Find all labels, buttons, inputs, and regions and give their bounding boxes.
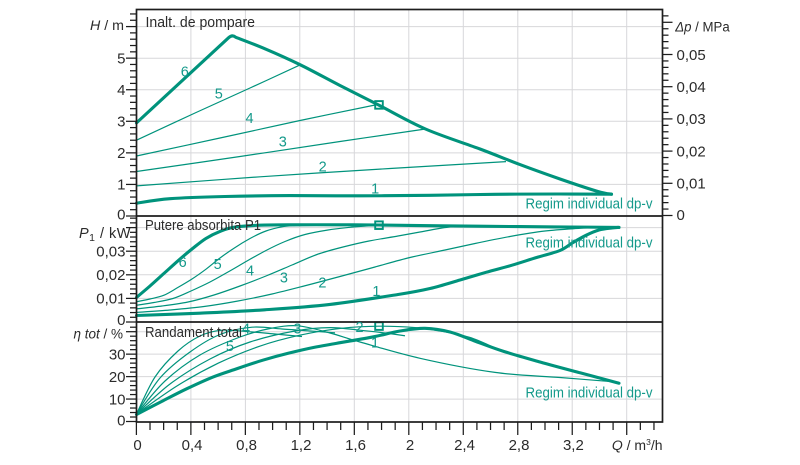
svg-text:2: 2 [355,320,363,336]
svg-text:0: 0 [117,413,125,430]
svg-text:1: 1 [117,177,125,194]
svg-text:0,03: 0,03 [96,244,125,261]
svg-text:0,03: 0,03 [677,111,706,128]
svg-text:10: 10 [109,391,126,408]
svg-text:5: 5 [215,87,223,103]
svg-text:5: 5 [214,257,222,273]
svg-text:Regim individual dp-v: Regim individual dp-v [526,196,653,213]
svg-text:Randament total: Randament total [145,324,242,341]
svg-text:1: 1 [371,182,379,198]
svg-text:2,4: 2,4 [454,437,475,454]
svg-text:1,6: 1,6 [345,437,366,454]
svg-text:5: 5 [226,339,234,355]
svg-text:1: 1 [372,284,380,300]
svg-text:P1 / kW: P1 / kW [79,226,131,244]
svg-text:2: 2 [319,160,327,176]
svg-text:3: 3 [280,270,288,286]
svg-text:2: 2 [318,276,326,292]
svg-text:0: 0 [117,312,125,329]
svg-text:η tot / %: η tot / % [74,326,124,342]
svg-text:2,8: 2,8 [509,437,530,454]
svg-text:4: 4 [246,111,254,127]
svg-text:0: 0 [117,207,125,224]
svg-text:0: 0 [133,437,141,454]
svg-text:0,02: 0,02 [677,143,706,160]
svg-text:2: 2 [406,437,414,454]
svg-text:H / m: H / m [90,18,124,33]
svg-text:4: 4 [246,264,254,280]
svg-text:6: 6 [179,255,187,271]
svg-text:Δp / MPa: Δp / MPa [674,20,730,35]
svg-text:0,01: 0,01 [96,291,125,308]
svg-text:3: 3 [279,135,287,151]
svg-text:0,8: 0,8 [236,437,257,454]
svg-text:2: 2 [117,145,125,162]
svg-text:3: 3 [117,114,125,131]
svg-text:3: 3 [293,321,301,337]
svg-text:0: 0 [677,207,685,224]
svg-text:Regim individual dp-v: Regim individual dp-v [526,384,653,401]
svg-text:5: 5 [117,51,125,68]
svg-text:20: 20 [109,369,126,386]
svg-text:Inalt. de pompare: Inalt. de pompare [146,14,256,31]
svg-text:1,2: 1,2 [291,437,312,454]
svg-text:4: 4 [117,82,125,99]
svg-text:0,4: 0,4 [182,437,203,454]
svg-text:30: 30 [109,346,126,363]
svg-text:0,05: 0,05 [677,47,706,64]
svg-text:4: 4 [242,321,250,337]
svg-text:0,02: 0,02 [96,267,125,284]
svg-text:Q / m3/h: Q / m3/h [612,437,663,453]
svg-text:1: 1 [371,336,379,352]
svg-text:Putere absorbita P1: Putere absorbita P1 [145,217,261,234]
svg-text:6: 6 [181,65,189,81]
svg-text:3,2: 3,2 [563,437,584,454]
svg-text:0,01: 0,01 [677,176,706,193]
svg-text:0,04: 0,04 [677,79,706,96]
svg-text:Regim individual dp-v: Regim individual dp-v [526,234,653,251]
